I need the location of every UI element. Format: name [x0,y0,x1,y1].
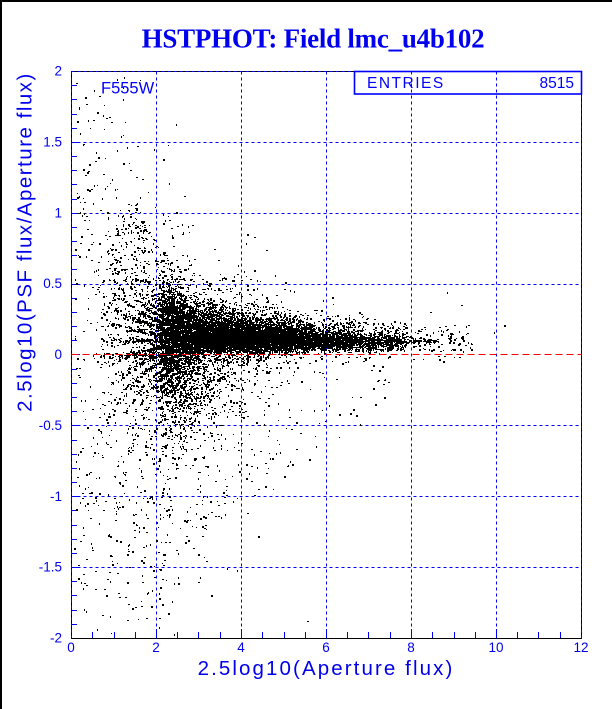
svg-text:-1.5: -1.5 [39,560,62,575]
svg-text:1.5: 1.5 [43,135,62,150]
svg-text:2: 2 [54,64,62,79]
svg-text:ENTRIES: ENTRIES [367,75,445,92]
svg-text:2.5log10(PSF flux/Aperture flu: 2.5log10(PSF flux/Aperture flux) [14,72,37,412]
svg-text:HSTPHOT: Field lmc_u4b102: HSTPHOT: Field lmc_u4b102 [142,24,485,54]
svg-text:0: 0 [67,640,75,655]
svg-text:1: 1 [54,205,62,220]
svg-text:-0.5: -0.5 [39,418,62,433]
svg-text:2.5log10(Aperture flux): 2.5log10(Aperture flux) [198,657,455,680]
svg-text:-2: -2 [50,631,62,646]
svg-text:10: 10 [488,640,503,655]
svg-text:8: 8 [407,640,415,655]
svg-text:8515: 8515 [540,75,574,92]
svg-text:6: 6 [322,640,330,655]
svg-text:-1: -1 [50,489,62,504]
svg-text:2: 2 [152,640,160,655]
svg-text:0: 0 [54,347,62,362]
svg-text:4: 4 [237,640,245,655]
svg-text:12: 12 [573,640,588,655]
svg-text:F555W: F555W [101,80,155,98]
svg-text:0.5: 0.5 [43,276,62,291]
